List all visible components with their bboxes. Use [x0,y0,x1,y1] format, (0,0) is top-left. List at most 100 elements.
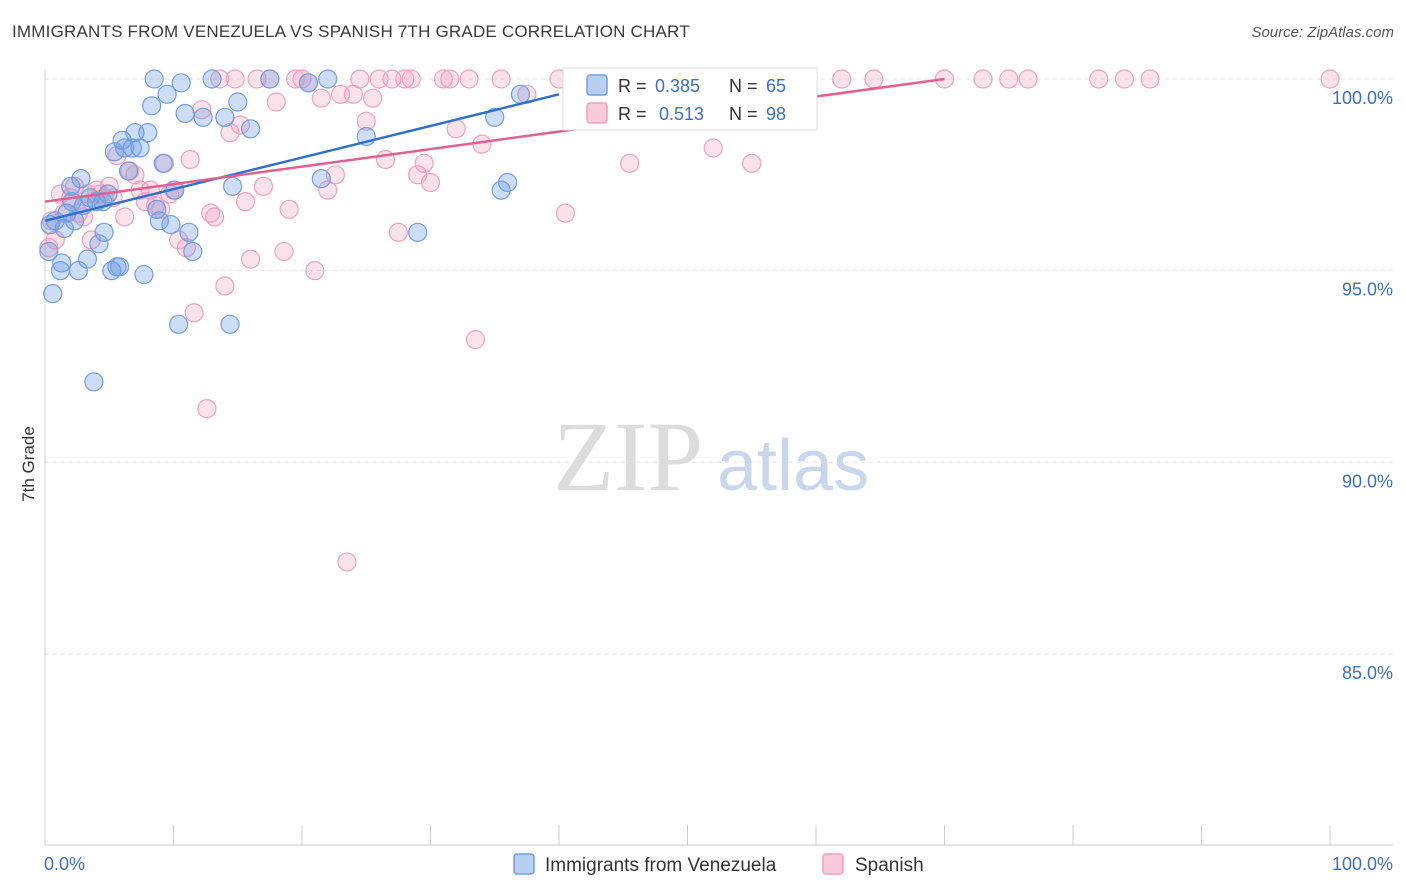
spanish-point-61 [363,88,383,108]
spanish-point-53 [311,88,331,108]
y-tick-label-0: 85.0% [1342,663,1393,683]
venezuela-point-60 [485,107,505,127]
y-tick-labels: 85.0% 90.0% 95.0% 100.0% [1332,88,1393,683]
spanish-point-30 [180,149,200,170]
venezuela-point-35 [144,69,164,89]
spanish-point-72 [440,69,460,89]
y-tick-label-1: 90.0% [1342,471,1393,491]
venezuela-point-40 [161,215,181,235]
venezuela-points [39,69,646,392]
venezuela-point-51 [223,176,243,196]
venezuela-point-12 [71,169,91,189]
spanish-point-28 [169,230,189,250]
bottom-legend: Immigrants from Venezuela Spanish [513,853,924,876]
venezuela-point-42 [169,314,189,334]
venezuela-point-28 [118,161,139,181]
legend-r-label-1: R = [618,76,647,96]
venezuela-point-5 [52,253,72,273]
venezuela-point-23 [104,142,124,162]
bottom-legend-swatch-spanish [822,853,844,875]
spanish-point-89 [864,69,884,89]
spanish-point-91 [973,69,993,89]
venezuela-point-32 [134,264,154,285]
y-tick-label-2: 95.0% [1342,280,1393,300]
venezuela-point-49 [215,107,235,127]
spanish-point-46 [266,92,286,112]
spanish-point-86 [742,153,762,173]
venezuela-point-20 [94,222,114,242]
spanish-point-71 [433,69,453,89]
grid-lines [45,78,1393,655]
venezuela-point-6 [54,218,74,239]
spanish-point-33 [197,399,217,419]
venezuela-point-27 [115,138,135,158]
venezuela-point-55 [298,73,319,93]
spanish-point-92 [999,69,1019,89]
venezuela-point-36 [147,199,167,219]
venezuela-point-63 [510,84,531,104]
spanish-point-73 [446,119,466,139]
venezuela-point-47 [193,107,213,127]
venezuela-point-14 [77,249,98,269]
legend-box: R = 0.385 N = 65 R = 0.513 N = 98 [562,67,818,131]
spanish-point-38 [220,123,240,143]
spanish-point-70 [420,172,441,193]
venezuela-trend-line [44,93,560,223]
legend-n-label-1: N = [729,76,758,96]
spanish-point-48 [279,199,299,219]
spanish-point-34 [201,203,221,223]
spanish-point-40 [230,115,250,135]
legend-r-value-1: 0.385 [655,76,700,96]
venezuela-point-43 [171,73,191,93]
venezuela-point-50 [220,314,240,334]
legend-swatch-venezuela [586,74,608,96]
bottom-legend-spanish: Spanish [855,855,924,876]
venezuela-point-29 [122,138,142,158]
spanish-point-17 [115,207,135,227]
spanish-point-95 [1114,69,1135,89]
venezuela-point-2 [43,284,63,304]
spanish-point-82 [620,153,640,173]
venezuela-point-52 [228,92,248,112]
spanish-point-93 [1018,69,1038,89]
venezuela-point-18 [89,234,109,254]
spanish-point-88 [832,69,852,89]
spanish-point-36 [210,69,230,89]
venezuela-point-38 [153,153,173,173]
spanish-point-54 [318,180,338,200]
venezuela-point-56 [311,169,331,189]
spanish-point-94 [1089,69,1109,89]
venezuela-point-45 [179,222,199,242]
watermark-zip: ZIP [553,401,703,512]
venezuela-point-16 [84,372,104,392]
x-tick-labels: 0.0% 100.0% [44,854,1393,874]
spanish-point-66 [395,69,415,89]
venezuela-point-31 [130,138,150,158]
spanish-point-55 [325,165,346,185]
spanish-point-47 [274,241,294,262]
venezuela-point-44 [175,103,195,124]
venezuela-point-0 [39,241,59,262]
spanish-point-59 [350,69,370,89]
venezuela-point-59 [408,222,428,242]
venezuela-point-61 [491,180,511,200]
venezuela-point-53 [241,119,261,139]
venezuela-point-62 [498,172,518,193]
y-axis-label: 7th Grade [19,426,38,502]
spanish-point-96 [1140,69,1160,89]
spanish-point-52 [305,261,325,281]
venezuela-point-39 [157,84,177,104]
spanish-point-42 [241,249,261,269]
legend-r-label-2: R = [618,104,647,124]
legend-r-value-2: 0.513 [659,104,704,124]
spanish-point-97 [1320,69,1340,89]
spanish-point-39 [225,69,245,89]
spanish-point-37 [215,276,235,296]
venezuela-point-8 [61,176,81,196]
spanish-point-67 [401,69,421,89]
bottom-legend-swatch-venezuela [513,853,535,875]
spanish-point-35 [205,207,225,227]
venezuela-point-37 [149,211,169,231]
venezuela-point-34 [142,96,162,116]
